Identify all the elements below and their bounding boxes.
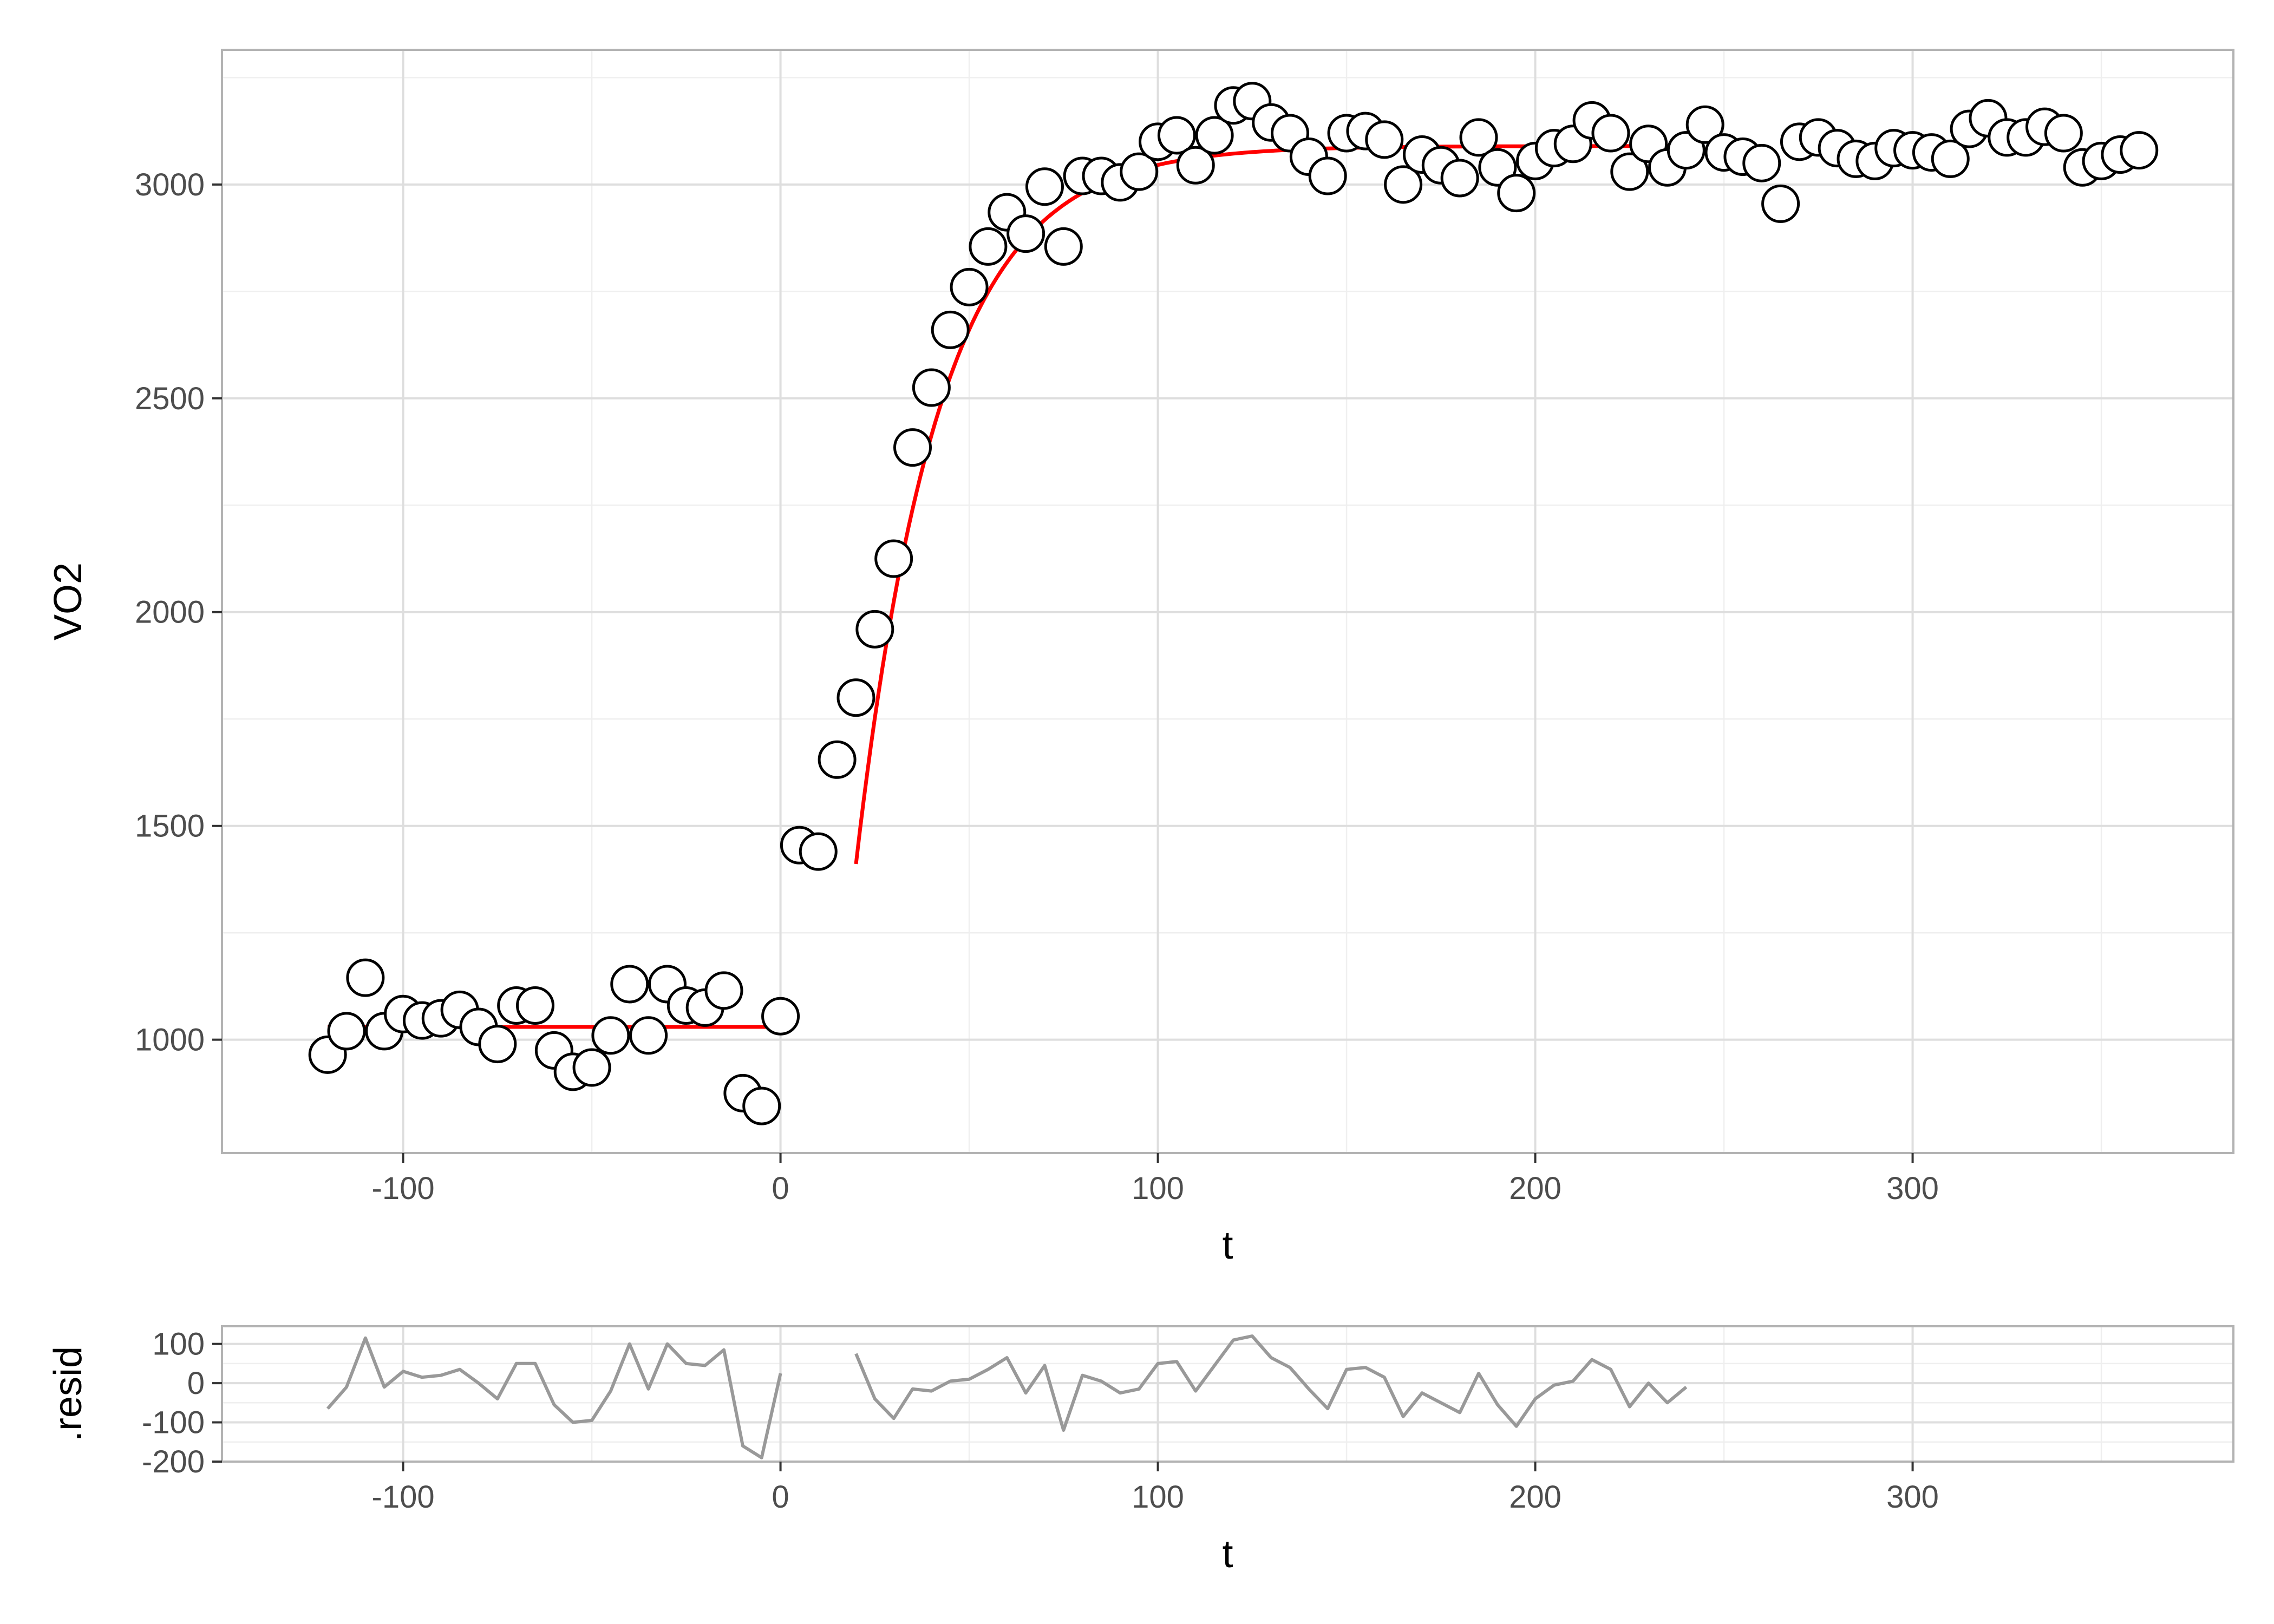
data-point bbox=[874, 539, 913, 578]
residual-y-tick-label: 0 bbox=[187, 1366, 205, 1401]
data-point bbox=[1195, 116, 1234, 155]
data-point bbox=[591, 1016, 630, 1055]
main-plot-panel: -100 0 100 200 300 1000 1500 2000 2500 3000 t VO… bbox=[47, 49, 2234, 1267]
data-points-layer bbox=[308, 82, 2159, 1125]
data-point bbox=[2120, 131, 2159, 170]
data-point bbox=[516, 986, 555, 1025]
data-point bbox=[950, 267, 989, 306]
data-point bbox=[346, 958, 385, 997]
residual-line-baseline bbox=[326, 1336, 782, 1459]
data-point bbox=[818, 740, 857, 779]
data-point bbox=[1120, 152, 1159, 191]
main-y-tick-label: 1500 bbox=[135, 809, 205, 844]
data-point bbox=[1365, 120, 1404, 159]
main-x-axis-title: t bbox=[1222, 1224, 1233, 1267]
data-point bbox=[1007, 214, 1045, 253]
data-point bbox=[893, 428, 932, 467]
data-point bbox=[1497, 174, 1536, 213]
main-x-tick-label: -100 bbox=[372, 1171, 435, 1206]
data-point bbox=[1742, 143, 1781, 182]
data-point bbox=[2044, 114, 2083, 153]
main-y-axis-title: VO2 bbox=[47, 562, 90, 640]
main-x-tick-label: 0 bbox=[772, 1171, 789, 1206]
residual-y-tick-label: 100 bbox=[152, 1327, 205, 1362]
main-x-tick-label: 300 bbox=[1886, 1171, 1939, 1206]
main-panel-border bbox=[221, 49, 2234, 1154]
main-x-tick-label: 100 bbox=[1132, 1171, 1184, 1206]
data-point bbox=[1044, 227, 1083, 266]
data-point bbox=[931, 310, 970, 349]
residual-y-axis-title: .resid bbox=[47, 1346, 90, 1442]
main-x-axis-ticks: -100 0 100 200 300 bbox=[372, 1153, 1939, 1206]
data-point bbox=[1478, 148, 1517, 187]
residual-panel-border bbox=[221, 1325, 2234, 1463]
residual-x-tick-label: 300 bbox=[1886, 1479, 1939, 1515]
data-point bbox=[855, 610, 894, 649]
data-point bbox=[1685, 105, 1724, 144]
residual-y-axis-ticks: -200 -100 0 100 bbox=[142, 1327, 222, 1479]
data-point bbox=[1157, 116, 1196, 155]
data-point bbox=[1384, 165, 1423, 204]
data-point bbox=[1667, 131, 1706, 170]
data-point bbox=[1591, 114, 1630, 153]
data-point bbox=[1610, 152, 1649, 191]
data-point bbox=[572, 1048, 611, 1087]
data-point bbox=[1308, 156, 1347, 195]
data-point bbox=[837, 678, 875, 717]
data-point bbox=[1025, 167, 1064, 206]
residual-line-response bbox=[854, 1334, 1688, 1432]
data-point bbox=[610, 965, 649, 1004]
main-y-tick-label: 3000 bbox=[135, 167, 205, 202]
data-point bbox=[799, 832, 838, 871]
residual-y-tick-label: -200 bbox=[142, 1444, 205, 1479]
residual-x-tick-label: 100 bbox=[1132, 1479, 1184, 1515]
data-point bbox=[1459, 118, 1498, 157]
residual-line-layer bbox=[326, 1334, 1688, 1459]
main-y-tick-label: 1000 bbox=[135, 1023, 205, 1058]
data-point bbox=[478, 1025, 517, 1064]
data-point bbox=[629, 1016, 668, 1055]
data-point bbox=[704, 971, 743, 1010]
data-point bbox=[742, 1086, 781, 1125]
data-point bbox=[1440, 159, 1479, 198]
data-point bbox=[1176, 146, 1215, 185]
residual-x-axis-ticks: -100 0 100 200 300 bbox=[372, 1462, 1939, 1515]
main-gridlines bbox=[222, 50, 2233, 1153]
main-y-tick-label: 2500 bbox=[135, 381, 205, 416]
residual-y-tick-label: -100 bbox=[142, 1405, 205, 1440]
main-x-tick-label: 200 bbox=[1509, 1171, 1561, 1206]
residual-x-tick-label: 0 bbox=[772, 1479, 789, 1515]
data-point bbox=[969, 227, 1008, 266]
residual-x-tick-label: 200 bbox=[1509, 1479, 1561, 1515]
residual-plot-panel: -100 0 100 200 300 -200 -100 0 100 t .resid bbox=[47, 1325, 2234, 1576]
data-point bbox=[1931, 139, 1970, 178]
main-y-tick-label: 2000 bbox=[135, 595, 205, 630]
data-point bbox=[912, 368, 951, 407]
data-point bbox=[1761, 184, 1800, 223]
residual-x-axis-title: t bbox=[1222, 1533, 1233, 1576]
data-point bbox=[327, 1012, 366, 1051]
main-y-axis-ticks: 1000 1500 2000 2500 3000 bbox=[135, 167, 222, 1058]
residual-x-tick-label: -100 bbox=[372, 1479, 435, 1515]
data-point bbox=[761, 997, 800, 1036]
